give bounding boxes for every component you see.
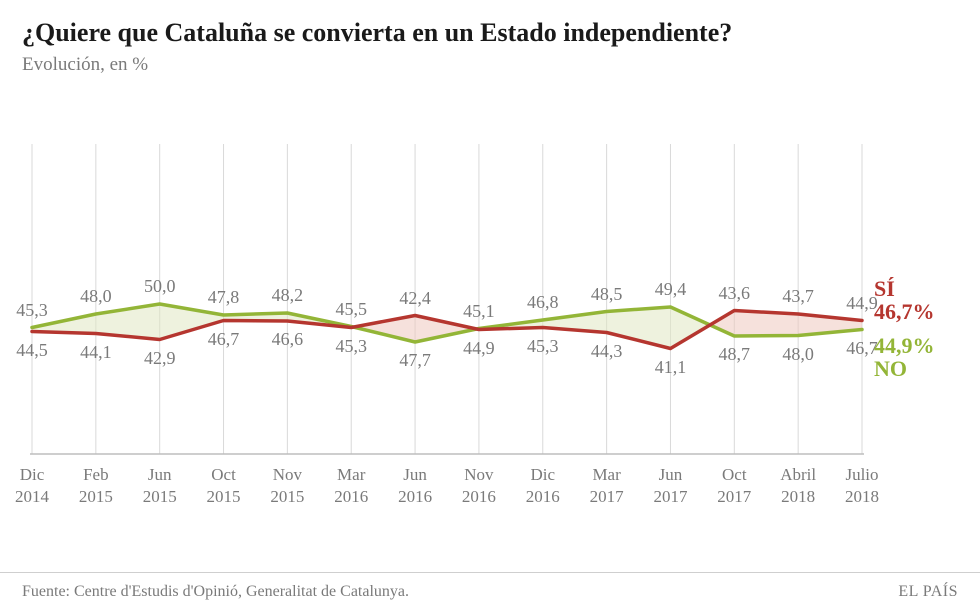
si-value-label: 44,5 <box>16 340 48 361</box>
chart-subtitle: Evolución, en % <box>22 54 958 76</box>
si-value-label: 46,6 <box>272 329 304 350</box>
si-value-label: 42,9 <box>144 348 176 369</box>
footer: Fuente: Centre d'Estudis d'Opinió, Gener… <box>0 572 980 601</box>
si-value-label: 45,3 <box>335 336 367 357</box>
x-axis-label: Julio2018 <box>845 464 879 508</box>
no-value-label: 42,4 <box>399 288 431 309</box>
brand: EL PAÍS <box>898 583 958 601</box>
x-axis-label: Jun2015 <box>143 464 177 508</box>
x-axis-label: Feb2015 <box>79 464 113 508</box>
x-axis-label: Dic2016 <box>526 464 560 508</box>
si-value-label: 48,0 <box>782 344 814 365</box>
si-value-label: 47,7 <box>399 350 431 371</box>
no-value-label: 48,2 <box>272 285 304 306</box>
x-axis-label: Oct2015 <box>207 464 241 508</box>
si-end-label: SÍ46,7% <box>874 277 935 323</box>
x-axis-label: Mar2017 <box>590 464 624 508</box>
si-value-label: 46,7 <box>208 329 240 350</box>
no-value-label: 49,4 <box>655 279 687 300</box>
no-value-label: 45,3 <box>16 300 48 321</box>
source-text: Fuente: Centre d'Estudis d'Opinió, Gener… <box>22 583 409 601</box>
no-value-label: 43,7 <box>782 286 814 307</box>
no-value-label: 45,5 <box>335 299 367 320</box>
si-value-label: 48,7 <box>719 344 751 365</box>
si-value-label: 44,3 <box>591 341 623 362</box>
x-axis-label: Jun2017 <box>653 464 687 508</box>
no-value-label: 45,1 <box>463 301 495 322</box>
x-axis-label: Abril2018 <box>780 464 816 508</box>
chart-area: 45,344,548,044,150,042,947,846,748,246,6… <box>22 124 958 524</box>
x-axis-label: Dic2014 <box>15 464 49 508</box>
si-value-label: 44,1 <box>80 342 112 363</box>
no-value-label: 46,8 <box>527 292 559 313</box>
no-value-label: 43,6 <box>719 283 751 304</box>
x-axis-label: Jun2016 <box>398 464 432 508</box>
no-value-label: 50,0 <box>144 276 176 297</box>
si-value-label: 45,3 <box>527 336 559 357</box>
no-end-label: 44,9%NO <box>874 334 935 380</box>
no-value-label: 48,5 <box>591 284 623 305</box>
si-value-label: 44,9 <box>463 338 495 359</box>
x-axis-label: Mar2016 <box>334 464 368 508</box>
x-axis-label: Nov2015 <box>270 464 304 508</box>
no-value-label: 48,0 <box>80 286 112 307</box>
no-value-label: 47,8 <box>208 287 240 308</box>
x-axis-label: Nov2016 <box>462 464 496 508</box>
si-value-label: 41,1 <box>655 357 687 378</box>
x-axis-label: Oct2017 <box>717 464 751 508</box>
chart-title: ¿Quiere que Cataluña se convierta en un … <box>22 18 958 48</box>
